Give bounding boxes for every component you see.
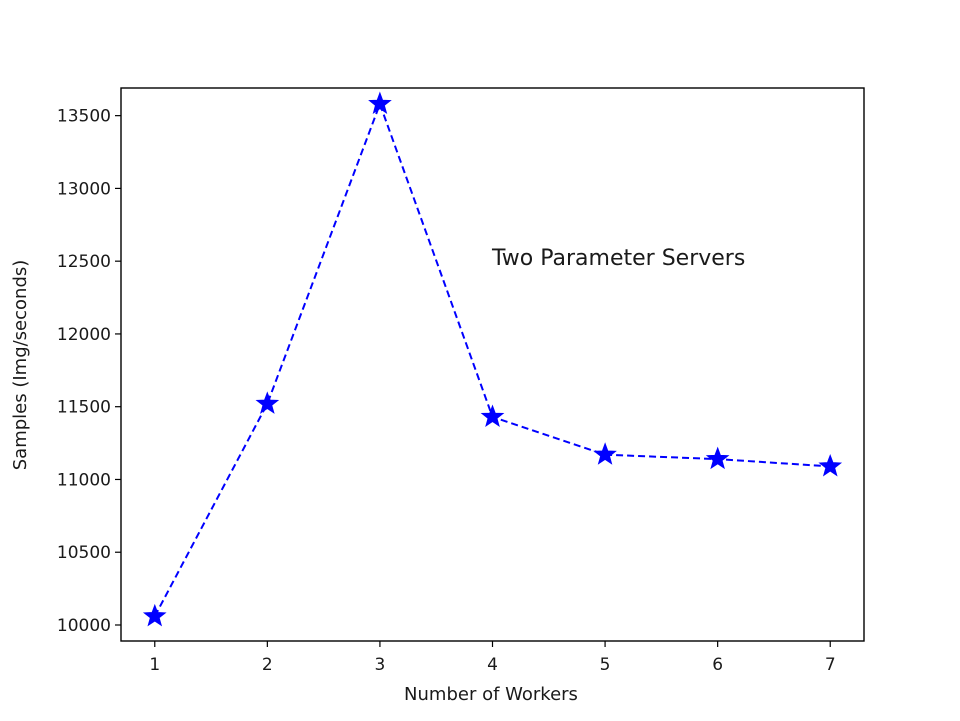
y-tick-label: 10500 (57, 543, 111, 563)
x-tick-label: 5 (600, 655, 611, 675)
y-tick-label: 11000 (57, 470, 111, 490)
x-tick-label: 7 (825, 655, 836, 675)
series-line (153, 101, 831, 617)
x-tick-label: 1 (149, 655, 160, 675)
y-tick-label: 12000 (57, 325, 111, 345)
data-point-star (480, 404, 505, 427)
data-point-star (368, 91, 392, 115)
data-point-star (705, 446, 730, 470)
x-tick-label: 4 (487, 655, 498, 675)
y-tick-label: 10000 (57, 616, 111, 636)
chart-annotation: Two Parameter Servers (491, 246, 745, 271)
y-axis: 10000 10500 11000 11500 12000 12500 13000 13500 (57, 107, 121, 636)
x-tick-label: 6 (712, 655, 723, 675)
y-tick-label: 11500 (57, 398, 111, 418)
plot-area-frame (120, 87, 865, 642)
data-point-star (593, 442, 617, 465)
x-axis: 1 2 3 4 5 6 7 (149, 641, 836, 675)
y-tick-label: 12500 (57, 252, 111, 272)
y-axis-label: Samples (Img/seconds) (10, 260, 31, 471)
y-tick-label: 13000 (57, 179, 111, 199)
data-point-star (818, 453, 843, 477)
data-point-star (142, 603, 167, 627)
x-axis-label: Number of Workers (404, 684, 578, 705)
y-tick-label: 13500 (57, 107, 111, 127)
data-point-star (255, 391, 280, 414)
x-tick-label: 3 (375, 655, 386, 675)
series-markers (142, 91, 843, 627)
x-tick-label: 2 (262, 655, 273, 675)
